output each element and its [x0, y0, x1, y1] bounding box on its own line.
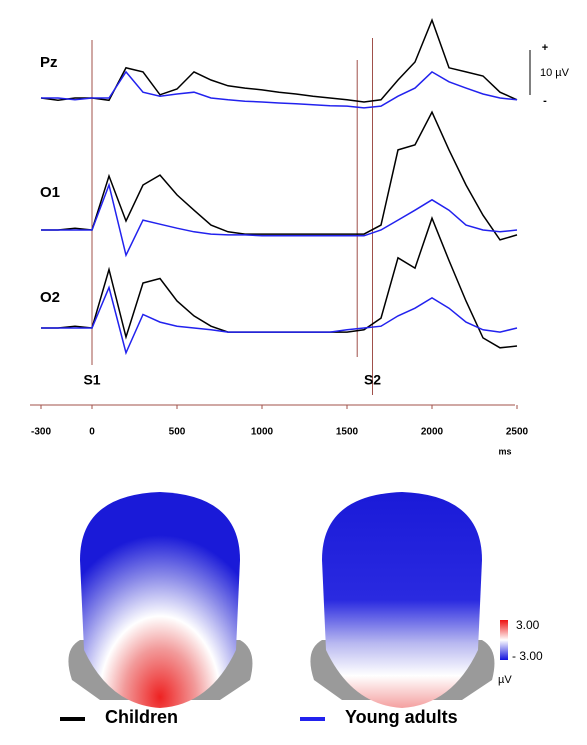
- legend-label: Children: [105, 707, 178, 727]
- waveform: [40, 17, 518, 103]
- channel-label: Pz: [40, 54, 58, 71]
- scale-minus: -: [543, 95, 547, 107]
- event-label: S1: [83, 372, 100, 388]
- legend-label: Young adults: [345, 707, 458, 727]
- x-tick-label: 0: [89, 427, 95, 438]
- color-bar-max: 3.00: [516, 618, 540, 632]
- scalp-map-young-adults: [310, 492, 495, 708]
- waveform: [41, 285, 518, 356]
- waveform: [41, 110, 518, 241]
- waveform: [41, 216, 518, 349]
- x-tick-label: 2000: [421, 427, 444, 438]
- channel-label: O1: [40, 184, 60, 201]
- waveform: [41, 70, 518, 109]
- channel-label: O2: [40, 289, 60, 306]
- scale-label: 10 µV: [540, 67, 570, 79]
- x-tick-label: -300: [31, 427, 51, 438]
- waveform: [41, 182, 518, 258]
- x-axis-label: ms: [498, 446, 511, 456]
- color-bar-min: - 3.00: [512, 649, 543, 663]
- x-tick-label: 500: [169, 427, 186, 438]
- color-bar: [500, 620, 508, 660]
- scale-plus: +: [542, 42, 548, 54]
- x-tick-label: 1500: [336, 427, 359, 438]
- color-bar-unit: µV: [498, 674, 512, 686]
- x-tick-label: 1000: [251, 427, 274, 438]
- event-label: S2: [364, 372, 381, 388]
- x-tick-label: 2500: [506, 427, 529, 438]
- scalp-map-children: [68, 492, 253, 708]
